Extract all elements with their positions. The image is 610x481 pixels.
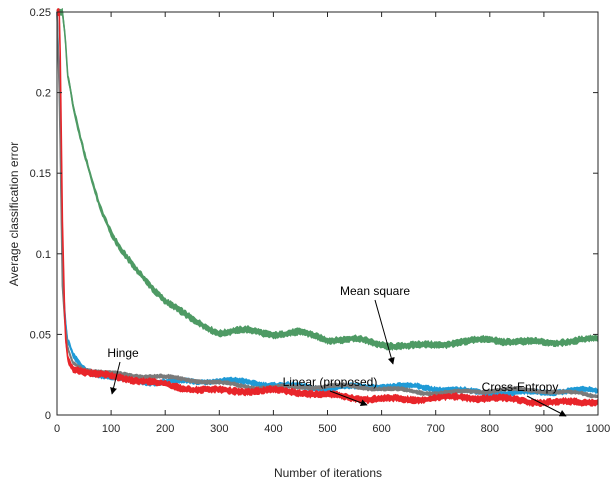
y-tick-label: 0 xyxy=(45,410,51,422)
series-line xyxy=(56,11,599,395)
x-tick-label: 700 xyxy=(427,423,445,435)
x-tick-label: 800 xyxy=(481,423,499,435)
y-tick-label: 0.25 xyxy=(30,7,51,19)
y-tick-label: 0.1 xyxy=(36,249,51,261)
annotation-label: Mean square xyxy=(340,284,410,298)
y-tick-label: 0.15 xyxy=(30,168,51,180)
axes: 0 100 200 300 400 500 600 700 800 900 1000 0 0.05 0.1… xyxy=(30,7,610,435)
y-axis-label: Average classification error xyxy=(7,142,21,287)
y-tick-label: 0.2 xyxy=(36,88,51,100)
x-tick-label: 600 xyxy=(372,423,390,435)
annotation-label: Hinge xyxy=(107,346,139,360)
x-tick-label: 300 xyxy=(210,423,228,435)
y-tick-label: 0.05 xyxy=(30,329,51,341)
annotations: Mean square Hinge Linear (proposed) Cross-E… xyxy=(107,284,567,417)
series-mean-square xyxy=(56,7,599,351)
annotation-cross-entropy: Cross-Entropy xyxy=(482,380,567,417)
annotation-hinge: Hinge xyxy=(107,346,139,395)
x-tick-label: 900 xyxy=(535,423,553,435)
series-band xyxy=(56,7,599,351)
annotation-label: Cross-Entropy xyxy=(482,380,559,394)
annotation-arrow xyxy=(526,395,567,417)
series-line xyxy=(56,11,599,398)
annotation-arrow xyxy=(329,390,368,407)
x-axis-label: Number of iterations xyxy=(274,466,382,480)
x-tick-label: 400 xyxy=(264,423,282,435)
annotation-arrow xyxy=(110,361,121,395)
annotation-linear-proposed: Linear (proposed) xyxy=(283,375,378,407)
x-tick-label: 500 xyxy=(318,423,336,435)
annotation-arrow xyxy=(374,299,395,365)
x-tick-label: 0 xyxy=(54,423,60,435)
annotation-label: Linear (proposed) xyxy=(283,375,378,389)
series-line xyxy=(57,11,598,348)
series-line xyxy=(57,11,599,404)
x-tick-label: 1000 xyxy=(586,423,610,435)
x-tick-label: 100 xyxy=(102,423,120,435)
annotation-mean-square: Mean square xyxy=(340,284,410,365)
x-tick-label: 200 xyxy=(156,423,174,435)
